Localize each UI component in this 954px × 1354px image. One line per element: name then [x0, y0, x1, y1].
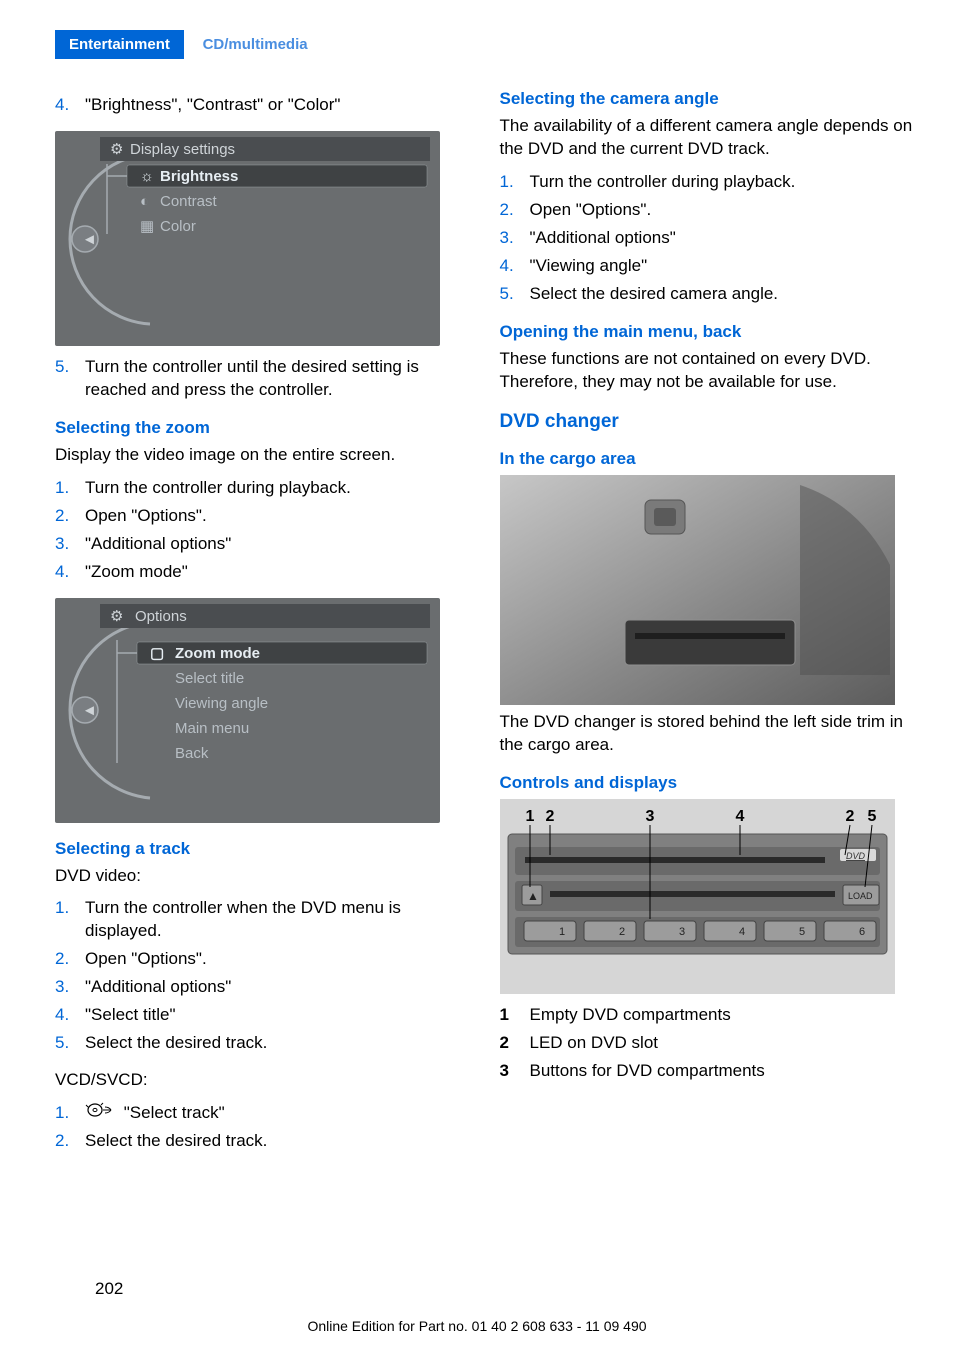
step-number: 4. — [55, 94, 85, 117]
svg-text:4: 4 — [738, 926, 744, 938]
svg-text:◄: ◄ — [82, 702, 97, 719]
list-item: 3."Additional options" — [55, 533, 470, 556]
heading-zoom: Selecting the zoom — [55, 418, 470, 438]
list-item: 2.Open "Options". — [55, 948, 470, 971]
svg-text:Select title: Select title — [175, 670, 244, 687]
svg-text:◄: ◄ — [82, 231, 97, 248]
legend-item: 1Empty DVD compartments — [500, 1004, 915, 1027]
heading-camera: Selecting the camera angle — [500, 89, 915, 109]
step-text: Turn the controller until the desired se… — [85, 356, 470, 402]
disc-icon — [85, 1102, 113, 1125]
heading-open-menu: Opening the main menu, back — [500, 322, 915, 342]
svg-text:Viewing angle: Viewing angle — [175, 695, 268, 712]
svg-text:5: 5 — [798, 926, 804, 938]
list-item: 5.Select the desired track. — [55, 1032, 470, 1055]
svg-text:Zoom mode: Zoom mode — [175, 645, 260, 662]
track-steps: 1.Turn the controller when the DVD menu … — [55, 897, 470, 1055]
svg-text:▦: ▦ — [140, 218, 154, 235]
svg-text:1: 1 — [525, 808, 534, 825]
svg-text:2: 2 — [618, 926, 624, 938]
heading-controls: Controls and displays — [500, 773, 915, 793]
zoom-intro: Display the video image on the entire sc… — [55, 444, 470, 467]
vcd-steps: 1. "Select track" — [55, 1102, 470, 1153]
track-intro: DVD video: — [55, 865, 470, 888]
svg-text:2: 2 — [545, 808, 554, 825]
right-column: Selecting the camera angle The availabil… — [500, 89, 915, 1167]
controls-legend: 1Empty DVD compartments 2LED on DVD slot… — [500, 1004, 915, 1083]
svg-text:1: 1 — [558, 926, 564, 938]
list-item: 4."Viewing angle" — [500, 255, 915, 278]
list-item: 2.Select the desired track. — [55, 1130, 470, 1153]
header-tab-entertainment: Entertainment — [55, 30, 184, 59]
heading-cargo: In the cargo area — [500, 449, 915, 469]
vcd-label: VCD/SVCD: — [55, 1069, 470, 1092]
svg-text:5: 5 — [867, 808, 876, 825]
legend-item: 3Buttons for DVD compartments — [500, 1060, 915, 1083]
heading-track: Selecting a track — [55, 839, 470, 859]
svg-text:⚙: ⚙ — [110, 141, 123, 158]
header: Entertainment CD/multimedia — [55, 30, 914, 59]
cargo-text: The DVD changer is stored behind the lef… — [500, 711, 915, 757]
svg-text:6: 6 — [858, 926, 864, 938]
options-screenshot: ◄ ⚙ Options ▢ Zoom mode Select title Vie… — [55, 598, 440, 823]
camera-steps: 1.Turn the controller during playback. 2… — [500, 171, 915, 306]
svg-text:4: 4 — [735, 808, 744, 825]
camera-intro: The availability of a different camera a… — [500, 115, 915, 161]
svg-text:◐: ◐ — [140, 193, 149, 210]
svg-text:LOAD: LOAD — [848, 891, 873, 901]
list-item: 5. Turn the controller until the desired… — [55, 356, 470, 402]
list-item: 1. "Select track" — [55, 1102, 470, 1125]
controls-image: DVD ▲ LOAD — [500, 799, 895, 994]
step-number: 5. — [55, 356, 85, 402]
list-item: 4."Select title" — [55, 1004, 470, 1027]
svg-text:Options: Options — [135, 608, 187, 625]
svg-text:3: 3 — [678, 926, 684, 938]
display-settings-screenshot: ◄ ⚙ Display settings ☼ Brightness ◐ Cont… — [55, 131, 440, 346]
svg-text:Back: Back — [175, 745, 209, 762]
list-item: 1.Turn the controller during playback. — [55, 477, 470, 500]
svg-text:☼: ☼ — [140, 168, 154, 185]
cargo-area-image — [500, 475, 895, 705]
svg-text:▢: ▢ — [150, 645, 164, 662]
list-item: 3."Additional options" — [55, 976, 470, 999]
heading-dvd-changer: DVD changer — [500, 411, 915, 433]
list-item: 2.Open "Options". — [55, 505, 470, 528]
zoom-steps: 1.Turn the controller during playback. 2… — [55, 477, 470, 584]
list-item: 4."Zoom mode" — [55, 561, 470, 584]
left-column: 4. "Brightness", "Contrast" or "Color" ◄… — [55, 89, 470, 1167]
step-text: "Brightness", "Contrast" or "Color" — [85, 94, 470, 117]
svg-text:▲: ▲ — [527, 889, 539, 903]
svg-text:DVD: DVD — [846, 851, 866, 861]
list-item: 1.Turn the controller during playback. — [500, 171, 915, 194]
list-item: 2.Open "Options". — [500, 199, 915, 222]
svg-text:3: 3 — [645, 808, 654, 825]
screen-title: Display settings — [130, 141, 235, 158]
list-item: 5.Select the desired camera angle. — [500, 283, 915, 306]
svg-text:Contrast: Contrast — [160, 193, 218, 210]
list-item: 3."Additional options" — [500, 227, 915, 250]
svg-text:Brightness: Brightness — [160, 168, 238, 185]
list-item: 1.Turn the controller when the DVD menu … — [55, 897, 470, 943]
svg-text:⚙: ⚙ — [110, 608, 123, 625]
legend-item: 2LED on DVD slot — [500, 1032, 915, 1055]
svg-text:Main menu: Main menu — [175, 720, 249, 737]
page-number: 202 — [95, 1279, 123, 1299]
open-menu-text: These functions are not contained on eve… — [500, 348, 915, 394]
svg-text:Color: Color — [160, 218, 196, 235]
footer-edition: Online Edition for Part no. 01 40 2 608 … — [0, 1318, 954, 1334]
list-item: 4. "Brightness", "Contrast" or "Color" — [55, 94, 470, 117]
header-tab-cd: CD/multimedia — [189, 30, 322, 59]
svg-text:2: 2 — [845, 808, 854, 825]
